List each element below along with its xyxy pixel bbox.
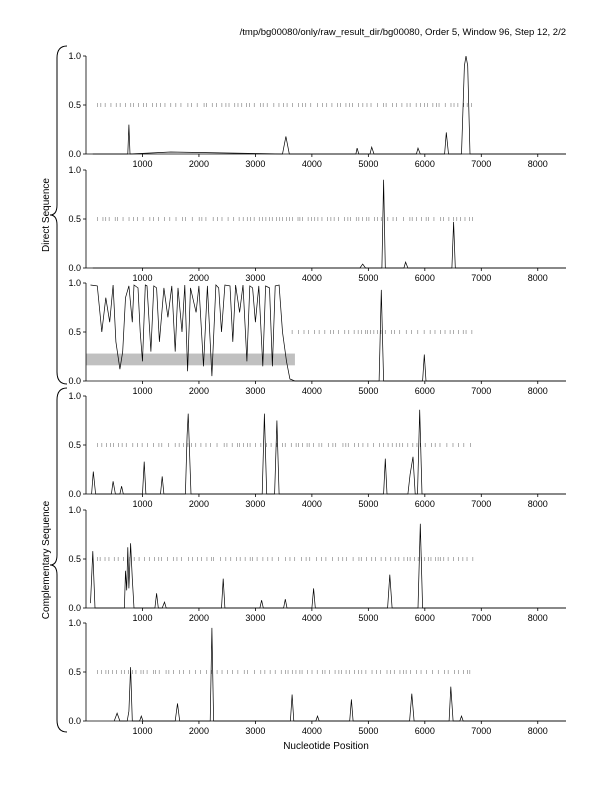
x-tick-label: 6000 (415, 726, 435, 736)
x-tick-label: 5000 (358, 273, 378, 283)
x-tick-label: 6000 (415, 613, 435, 623)
complementary-group-brace (49, 387, 68, 733)
y-tick-label: 0.5 (68, 440, 81, 450)
direct-group-brace (49, 45, 68, 385)
series-line (91, 409, 566, 495)
x-axis-label: Nucleotide Position (283, 741, 369, 752)
x-tick-label: 3000 (245, 499, 265, 509)
direct-group-label: Direct Sequence (41, 178, 52, 252)
x-tick-label: 5000 (358, 499, 378, 509)
x-tick-label: 3000 (245, 159, 265, 169)
marker-band (96, 217, 473, 221)
y-tick-label: 1.0 (68, 391, 81, 401)
x-tick-label: 1000 (132, 273, 152, 283)
x-tick-label: 1000 (132, 613, 152, 623)
x-tick-label: 6000 (415, 159, 435, 169)
series-line (90, 523, 566, 609)
x-tick-label: 7000 (471, 386, 491, 396)
x-tick-label: 7000 (471, 273, 491, 283)
x-tick-label: 3000 (245, 386, 265, 396)
x-tick-label: 6000 (415, 386, 435, 396)
x-tick-label: 4000 (302, 499, 322, 509)
x-tick-label: 4000 (302, 386, 322, 396)
panel-direct-3: 0.0 0.5 1.0 1000 2000 3000 4000 5000 6000 7000 800… (68, 278, 566, 396)
series-line (90, 284, 566, 382)
marker-band (291, 330, 473, 334)
y-tick-label: 0.5 (68, 100, 81, 110)
x-tick-label: 5000 (358, 613, 378, 623)
x-tick-label: 5000 (358, 726, 378, 736)
x-tick-label: 8000 (528, 726, 548, 736)
y-tick-label: 0.5 (68, 667, 81, 677)
panel-direct-2: 0.0 0.5 1.0 1000 2000 3000 4000 5000 6000 7000 800… (68, 165, 566, 283)
x-tick-label: 8000 (528, 499, 548, 509)
y-tick-label: 0.5 (68, 327, 81, 337)
x-tick-label: 4000 (302, 273, 322, 283)
marker-band (96, 103, 472, 107)
series-line (92, 55, 566, 155)
marker-band (96, 443, 471, 447)
x-tick-label: 3000 (245, 613, 265, 623)
x-tick-label: 6000 (415, 273, 435, 283)
x-tick-label: 8000 (528, 613, 548, 623)
y-tick-label: 0.5 (68, 214, 81, 224)
header-text: /tmp/bg00080/only/raw_result_dir/bg00080… (240, 27, 566, 38)
x-tick-label: 8000 (528, 273, 548, 283)
x-tick-label: 3000 (245, 726, 265, 736)
series-line (113, 627, 566, 722)
x-tick-label: 2000 (189, 273, 209, 283)
x-tick-label: 2000 (189, 386, 209, 396)
x-tick-label: 4000 (302, 159, 322, 169)
y-tick-label: 0.0 (68, 149, 81, 159)
y-tick-label: 0.0 (68, 263, 81, 273)
x-tick-label: 5000 (358, 159, 378, 169)
y-tick-label: 1.0 (68, 165, 81, 175)
x-tick-label: 8000 (528, 159, 548, 169)
x-tick-label: 3000 (245, 273, 265, 283)
y-tick-label: 0.5 (68, 554, 81, 564)
y-tick-label: 0.0 (68, 489, 81, 499)
x-tick-label: 8000 (528, 386, 548, 396)
x-tick-label: 2000 (189, 726, 209, 736)
x-tick-label: 2000 (189, 499, 209, 509)
x-tick-label: 7000 (471, 613, 491, 623)
panels: 0.0 0.5 1.0 1000 2000 3000 4000 5000 6000 7000 800… (68, 51, 566, 736)
y-tick-label: 0.0 (68, 603, 81, 613)
y-tick-label: 1.0 (68, 278, 81, 288)
y-tick-label: 0.0 (68, 376, 81, 386)
x-tick-label: 1000 (132, 726, 152, 736)
panel-complementary-3: 0.0 0.5 1.0 1000 2000 3000 4000 5000 6000 7000 800… (68, 618, 566, 736)
x-tick-label: 1000 (132, 386, 152, 396)
x-tick-label: 5000 (358, 386, 378, 396)
x-tick-label: 2000 (189, 613, 209, 623)
x-tick-label: 7000 (471, 726, 491, 736)
series-line (92, 179, 566, 269)
panel-complementary-1: 0.0 0.5 1.0 1000 2000 3000 4000 5000 6000 7000 800… (68, 391, 566, 509)
marker-band (96, 670, 471, 674)
x-tick-label: 1000 (132, 159, 152, 169)
shaded-region (86, 353, 295, 366)
panel-complementary-2: 0.0 0.5 1.0 1000 2000 3000 4000 5000 6000 7000 800… (68, 505, 566, 623)
x-tick-label: 4000 (302, 613, 322, 623)
x-tick-label: 6000 (415, 499, 435, 509)
x-tick-label: 4000 (302, 726, 322, 736)
y-tick-label: 1.0 (68, 505, 81, 515)
y-tick-label: 0.0 (68, 716, 81, 726)
x-tick-label: 7000 (471, 499, 491, 509)
y-tick-label: 1.0 (68, 618, 81, 628)
marker-band (96, 557, 474, 561)
y-tick-label: 1.0 (68, 51, 81, 61)
panel-direct-1: 0.0 0.5 1.0 1000 2000 3000 4000 5000 6000 7000 800… (68, 51, 566, 169)
x-tick-label: 2000 (189, 159, 209, 169)
x-tick-label: 7000 (471, 159, 491, 169)
complementary-group-label: Complementary Sequence (41, 500, 52, 619)
x-tick-label: 1000 (132, 499, 152, 509)
